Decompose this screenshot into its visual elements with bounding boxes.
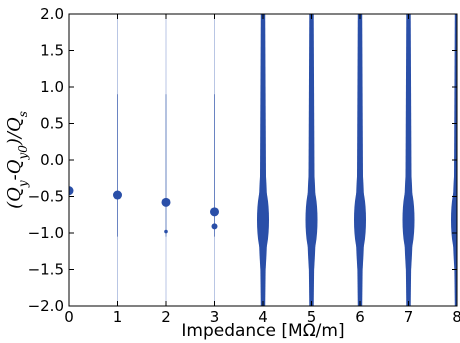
axis-ticks: 0 1 2 3 4 5 6 7 8 2.0 1.5 1.0 0.5 0.0 −0.5 −1.0 −1.5 −2.0 [28,5,460,326]
y-tick-label-8: −2.0 [28,297,64,315]
x-tick-label-3: 3 [210,308,220,326]
y-tick-label-6: −1.0 [28,224,64,242]
data-point-7-halo [307,157,316,282]
x-tick-label-7: 7 [404,308,414,326]
x-tick-label-6: 6 [355,308,365,326]
x-tick-label-8: 8 [452,308,460,326]
data-point-9-halo [404,157,413,282]
y-tick-label-2: 1.0 [40,78,64,96]
data-point-5 [211,223,218,230]
y-tick-label-4: 0.0 [40,151,64,169]
data-point-3 [164,229,168,234]
data-point-0 [69,186,74,196]
plot-content [69,14,457,306]
data-point-10-halo [452,157,457,282]
y-tick-label-7: −1.5 [28,261,64,279]
x-tick-label-2: 2 [161,308,171,326]
y-tick-label-1: 1.5 [40,42,64,60]
x-axis-label: Impedance [MΩ/m] [181,321,344,341]
data-point-1 [113,190,122,200]
y-tick-label-5: −0.5 [28,188,64,206]
x-tick-label-5: 5 [307,308,317,326]
data-point-2 [161,197,171,207]
x-tick-label-4: 4 [258,308,268,326]
y-tick-label-3: 0.5 [40,115,64,133]
y-axis-label: (Qy-Qy0)/Qs [4,111,30,209]
data-point-6-halo [258,157,268,282]
x-tick-label-1: 1 [113,308,123,326]
data-point-4 [210,207,219,217]
y-tick-label-0: 2.0 [40,5,64,23]
x-tick-label-0: 0 [64,308,74,326]
data-point-8-halo [355,157,365,282]
